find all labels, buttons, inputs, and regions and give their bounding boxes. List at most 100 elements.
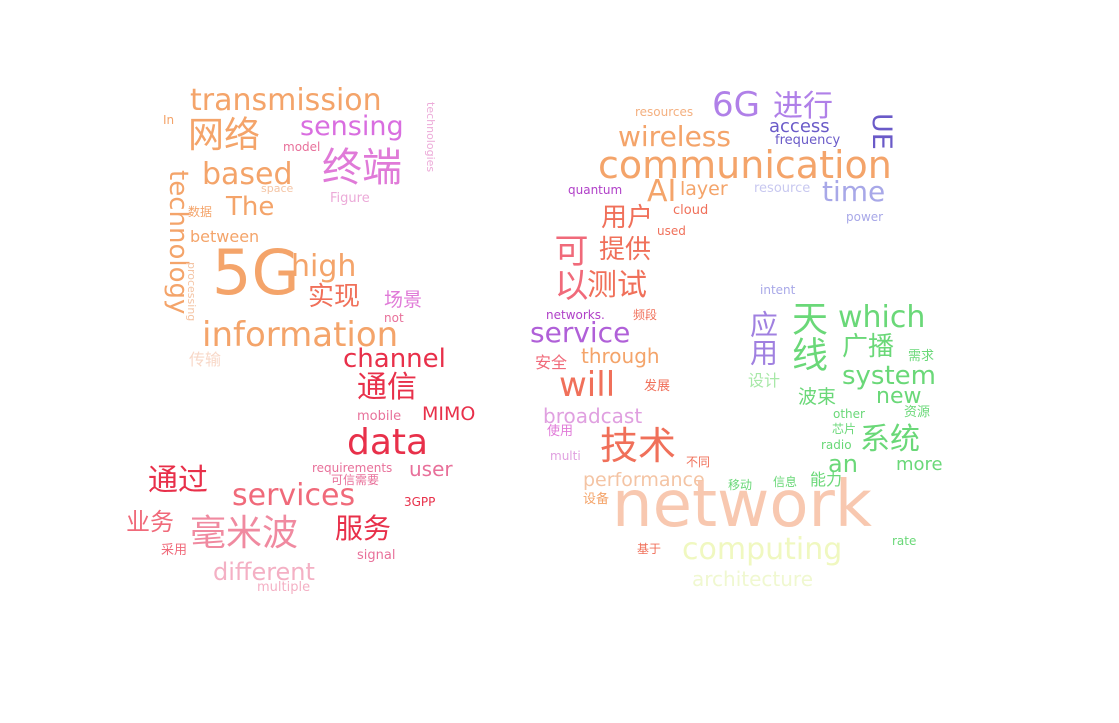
cloud-word: based xyxy=(202,157,293,192)
cloud-word: which xyxy=(838,300,926,335)
cloud-word: frequency xyxy=(775,133,841,148)
cloud-word: 基于 xyxy=(637,542,662,556)
cloud-word: radio xyxy=(821,438,852,452)
cloud-word: 网络 xyxy=(188,115,261,156)
cloud-word: communication xyxy=(598,143,892,187)
cloud-word: 信息 xyxy=(773,475,798,489)
cloud-word: 通过 xyxy=(148,463,208,498)
cloud-word: data xyxy=(347,422,429,463)
cloud-word: intent xyxy=(760,283,796,297)
cloud-word: 业务 xyxy=(126,508,174,536)
cloud-word: 5G xyxy=(212,236,300,309)
cloud-word: model xyxy=(283,140,321,154)
cloud-word: 服务 xyxy=(335,512,392,545)
cloud-word: networks. xyxy=(546,308,605,322)
cloud-word: computing xyxy=(682,532,843,567)
cloud-word: system xyxy=(842,361,936,391)
cloud-word: UE xyxy=(866,113,897,150)
cloud-word: 实现 xyxy=(308,282,361,312)
cloud-word: signal xyxy=(357,548,396,563)
cloud-word: power xyxy=(846,210,884,224)
cloud-word: 通信 xyxy=(357,370,417,405)
cloud-word: technology xyxy=(163,170,193,315)
cloud-word: access xyxy=(769,116,830,137)
cloud-word: an xyxy=(828,450,858,478)
cloud-word: Figure xyxy=(330,191,370,206)
cloud-word: high xyxy=(291,249,357,284)
cloud-word: In xyxy=(163,113,175,127)
cloud-word: 安全 xyxy=(535,353,568,372)
cloud-word: information xyxy=(202,315,399,355)
cloud-word: resources xyxy=(635,105,694,119)
cloud-word: 6G xyxy=(712,85,760,125)
cloud-word: 频段 xyxy=(633,308,658,322)
cloud-word: multiple xyxy=(257,580,311,595)
cloud-word: 采用 xyxy=(161,543,188,558)
cloud-word: 可信需要 xyxy=(331,473,380,487)
cloud-word: technologies xyxy=(424,102,437,173)
cloud-word: service xyxy=(530,316,631,349)
cloud-word: will xyxy=(559,365,616,405)
cloud-word: 技术 xyxy=(600,424,677,468)
cloud-word: services xyxy=(232,478,356,513)
cloud-word: quantum xyxy=(568,183,623,197)
cloud-word: new xyxy=(876,384,922,409)
cloud-word: 资源 xyxy=(904,405,931,420)
cloud-word: mobile xyxy=(357,409,402,424)
cloud-word: sensing xyxy=(300,111,404,142)
cloud-word: different xyxy=(213,558,315,586)
cloud-word: 移动 xyxy=(728,478,753,492)
cloud-word: 数据 xyxy=(188,205,213,219)
cloud-word: network xyxy=(612,468,872,542)
cloud-word: processing xyxy=(185,262,198,322)
cloud-word: 设计 xyxy=(748,371,781,390)
cloud-word: through xyxy=(581,344,660,368)
cloud-word: other xyxy=(833,407,865,421)
cloud-word: 发展 xyxy=(644,379,671,394)
cloud-word: performance xyxy=(583,469,705,491)
cloud-word: used xyxy=(657,224,686,238)
cloud-word: 能力 xyxy=(810,470,843,489)
cloud-word: 系统 xyxy=(860,422,920,457)
cloud-word: The xyxy=(226,192,275,222)
cloud-word: 毫米波 xyxy=(190,513,299,554)
cloud-word: more xyxy=(896,454,943,475)
cloud-word: 应用 xyxy=(746,310,779,366)
cloud-word: 广播 xyxy=(842,332,895,362)
cloud-word: 使用 xyxy=(547,424,574,439)
cloud-word: 3GPP xyxy=(404,495,436,509)
cloud-word: 天线 xyxy=(786,300,827,372)
cloud-word: between xyxy=(190,227,260,246)
cloud-word: user xyxy=(409,457,453,481)
cloud-word: 进行 xyxy=(773,89,833,124)
cloud-word: wireless xyxy=(618,120,731,153)
cloud-word: multi xyxy=(550,449,581,463)
cloud-word: 传输 xyxy=(189,350,222,369)
cloud-word: rate xyxy=(892,534,917,548)
cloud-word: not xyxy=(384,311,404,325)
cloud-word: 不同 xyxy=(686,455,711,469)
cloud-word: 芯片 xyxy=(832,422,857,436)
cloud-word: resource xyxy=(754,181,811,196)
cloud-word: architecture xyxy=(692,567,814,591)
cloud-word: AI xyxy=(647,174,677,209)
cloud-word: 设备 xyxy=(583,492,610,507)
cloud-word: 测试 xyxy=(587,268,647,303)
cloud-word: cloud xyxy=(673,203,709,218)
cloud-word: space xyxy=(261,182,294,195)
cloud-word: 提供 xyxy=(599,235,652,265)
cloud-word: requirements xyxy=(312,461,393,475)
cloud-word: 用户 xyxy=(601,203,654,233)
cloud-word: 场景 xyxy=(384,289,423,311)
cloud-word: time xyxy=(822,175,886,208)
cloud-word: 需求 xyxy=(908,349,935,364)
cloud-word: 波束 xyxy=(798,386,837,408)
cloud-word: transmission xyxy=(190,83,382,118)
cloud-word: layer xyxy=(680,178,728,200)
cloud-word: broadcast xyxy=(543,404,643,428)
cloud-word: MIMO xyxy=(422,403,476,425)
cloud-word: channel xyxy=(343,344,446,374)
cloud-word: 终端 xyxy=(322,145,402,191)
cloud-word: 可以 xyxy=(548,233,588,301)
